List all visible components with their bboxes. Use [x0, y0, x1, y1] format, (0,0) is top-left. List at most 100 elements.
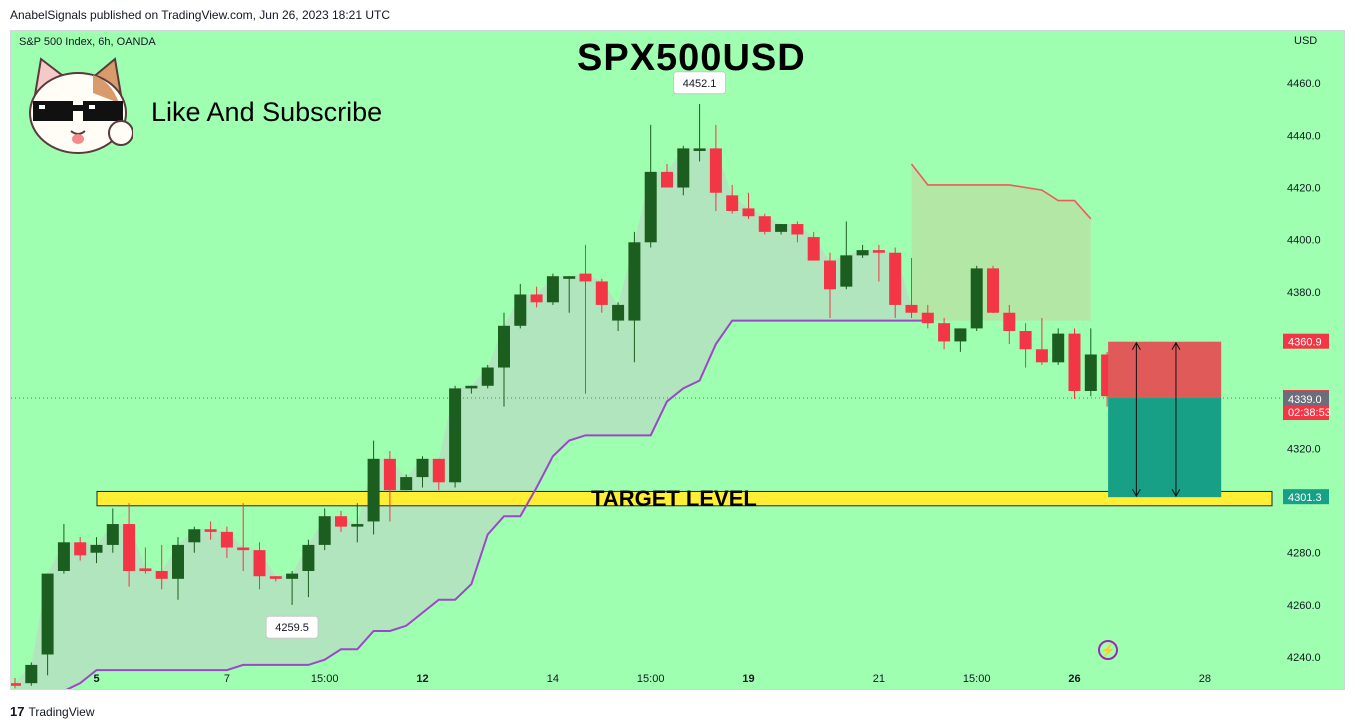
y-tick-label: 4240.0 — [1287, 652, 1321, 664]
x-tick-label: 7 — [224, 673, 230, 685]
trade-arrow-head — [1131, 488, 1141, 498]
x-tick-label: 15:00 — [963, 673, 991, 685]
candle-body — [872, 250, 885, 253]
price-chart[interactable]: 4452.1 4259.5 4240.0 4260.0 4280.0 4320.0 4380… — [11, 31, 1345, 690]
y-tick-label: 4260.0 — [1287, 600, 1321, 612]
footer: 17 TradingView — [0, 697, 1355, 727]
y-tick-label: 4460.0 — [1287, 78, 1321, 90]
candle-body — [661, 171, 673, 188]
x-tick-label: 15:00 — [311, 673, 339, 685]
chart-panel[interactable]: 4452.1 4259.5 4240.0 4260.0 4280.0 4320.0 4380… — [10, 30, 1345, 690]
published-info: AnabelSignals published on TradingView.c… — [10, 8, 391, 22]
candle-body — [367, 458, 380, 522]
candle-body — [139, 568, 152, 571]
candle-body — [954, 328, 967, 342]
candle-body — [269, 576, 282, 579]
candle-body — [987, 268, 999, 313]
candle-body — [11, 683, 21, 686]
currency-label: USD — [1294, 35, 1318, 47]
candle-body — [1068, 333, 1081, 391]
candle-body — [889, 252, 902, 305]
countdown-label: 02:38:53 — [1288, 407, 1331, 419]
axis-marker-box — [1283, 390, 1329, 406]
candle-body — [677, 148, 690, 188]
axis-marker-box — [1283, 333, 1329, 349]
candle-body — [498, 325, 510, 368]
candle-body — [123, 524, 136, 571]
candle-body — [628, 242, 641, 321]
candle-body — [612, 304, 625, 321]
candle-body — [726, 195, 739, 211]
axis-marker-label: 4301.3 — [1288, 492, 1322, 504]
candle-body — [416, 458, 429, 478]
candle-body — [286, 573, 299, 579]
candle-body — [237, 547, 250, 551]
x-tick-label: 14 — [547, 673, 559, 685]
candle-body — [1052, 333, 1065, 363]
candle-body — [579, 273, 592, 282]
axis-marker-box — [1283, 489, 1329, 505]
target-level-label: TARGET LEVEL — [591, 486, 757, 511]
trade-arrow-head — [1171, 488, 1181, 498]
candle-body — [824, 260, 836, 290]
stop-loss-zone — [1108, 341, 1222, 399]
y-tick-label: 4280.0 — [1287, 548, 1321, 560]
candle-body — [807, 237, 820, 261]
price-callout-text: 4452.1 — [683, 78, 717, 90]
candle-body — [595, 281, 608, 305]
candle-body — [514, 294, 527, 326]
candle-body — [791, 224, 804, 235]
candle-body — [204, 529, 217, 532]
chart-title: SPX500USD — [577, 37, 806, 79]
candle-body — [335, 516, 347, 527]
tradingview-logo-icon: 17 — [10, 704, 25, 719]
candle-body — [155, 571, 168, 579]
y-tick-label: 4420.0 — [1287, 183, 1321, 195]
candle-body — [481, 367, 494, 386]
candle-body — [905, 304, 918, 313]
candle-body — [74, 542, 87, 556]
candle-body — [351, 524, 364, 527]
candle-body — [563, 276, 576, 279]
candle-body — [742, 208, 755, 217]
candle-body — [318, 516, 331, 545]
x-tick-label: 21 — [873, 673, 885, 685]
trade-arrow-head — [1171, 341, 1181, 350]
candle-body — [172, 544, 184, 579]
candle-body — [90, 544, 103, 553]
candle-body — [383, 458, 396, 491]
candle-body — [840, 255, 853, 287]
x-tick-label: 5 — [93, 673, 99, 685]
candle-body — [758, 216, 771, 232]
symbol-info: S&P 500 Index, 6h, OANDA — [19, 36, 156, 48]
trade-arrow-head — [1131, 341, 1141, 350]
price-callout-box — [265, 615, 319, 639]
axis-marker-label: 4360.9 — [1288, 337, 1322, 349]
candle-body — [530, 294, 543, 303]
candle-body — [465, 385, 478, 389]
candle-body — [220, 531, 233, 548]
subscribe-text: Like And Subscribe — [151, 97, 383, 127]
cat-sunglasses-icon — [29, 57, 133, 154]
candle-body — [775, 224, 788, 232]
candle-body — [302, 544, 315, 571]
candle-body — [921, 312, 934, 324]
x-tick-label: 28 — [1199, 673, 1211, 685]
y-tick-label: 4320.0 — [1287, 443, 1321, 455]
trail-fill-area — [15, 148, 928, 689]
candle-body — [1003, 312, 1016, 331]
candle-body — [253, 550, 266, 577]
channel-upper-line — [910, 163, 1092, 220]
candle-body — [400, 477, 413, 491]
candle-body — [57, 542, 70, 571]
trailing-stop-line — [65, 319, 928, 689]
footer-brand: TradingView — [28, 705, 95, 719]
candle-body — [1084, 354, 1097, 391]
candle-body — [106, 524, 119, 545]
candle-body — [188, 529, 201, 543]
candle-body — [693, 148, 706, 151]
candle-body — [449, 388, 462, 483]
candle-body — [644, 171, 657, 243]
lightning-bolt-icon[interactable]: ⚡ — [1098, 640, 1118, 660]
y-tick-label: 4380.0 — [1287, 287, 1321, 299]
